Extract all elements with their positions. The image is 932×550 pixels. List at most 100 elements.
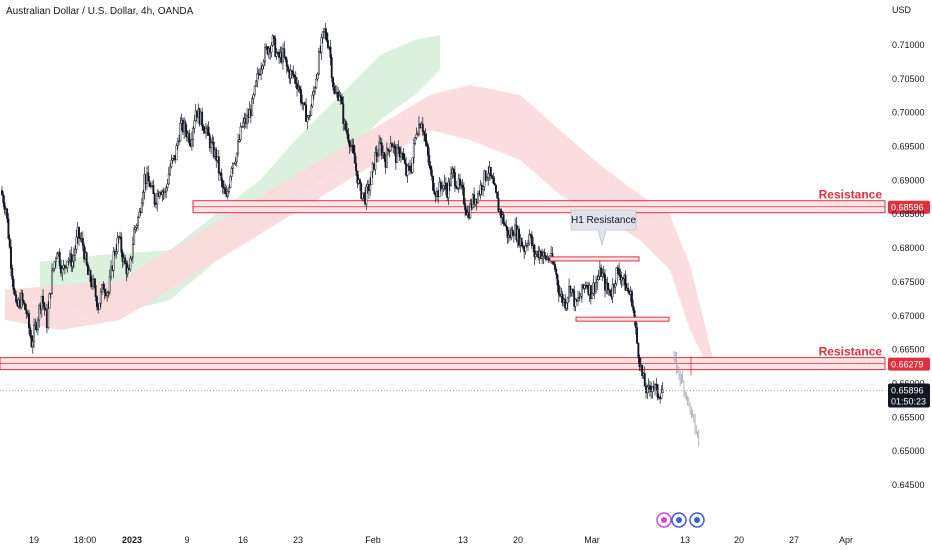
candle-body [325,31,328,41]
candle-body [426,144,429,156]
candle-body [116,237,119,252]
candle-body [506,226,509,238]
candle-body [456,187,459,189]
candle-body [396,147,399,163]
candle-body [332,77,334,87]
candle-body [126,267,129,274]
candle-body [167,173,170,185]
candle-body [121,251,124,262]
candle-body [275,52,278,57]
candle-body [107,291,110,294]
candle-body [571,288,574,292]
candle-body [493,182,496,186]
candle-body [166,183,169,188]
candle-body [660,392,663,399]
candle-body [320,37,323,53]
candle-body [137,217,139,226]
candle-body [38,305,41,321]
candle-body [8,238,11,248]
candle-body [74,249,77,256]
candle-body [312,91,315,96]
time-axis[interactable]: 19 18:00 2023 9 16 23 Feb 13 20 Mar 13 20 27 Apr [29,535,853,545]
candle-body [66,260,69,269]
candle-body [641,364,644,376]
candle-body [228,187,231,193]
y-tick-label: 0.70500 [892,74,925,84]
price-axis[interactable]: 0.71000 0.70500 0.70000 0.69500 0.69000 0.685… [892,40,925,490]
candle-body [611,284,614,298]
candle-body [602,272,605,275]
candle-body [618,268,621,276]
candle-body [306,117,309,122]
candle-body [161,191,164,195]
candle-body [233,162,236,165]
candle-body [24,303,27,311]
candle-body [574,299,577,307]
candle-body [497,197,500,212]
candle-body [400,153,402,158]
candle-body [586,285,588,288]
y-tick-label: 0.65000 [892,446,925,456]
candle-body [453,172,456,187]
cloud-bearish [5,85,712,370]
candle-body [393,145,396,149]
candle-body [135,225,138,228]
candle-body [52,268,55,271]
candle-body [212,141,215,157]
candle-body [342,103,345,124]
candle-body [260,68,263,75]
candle-body [477,193,479,203]
candle-body [85,252,88,266]
candle-body [534,253,537,258]
candle-body [486,177,488,181]
event-flag-icon-dot [676,517,682,523]
resistance-price-tag-text-2: 0.66279 [891,360,924,370]
candle-body [503,223,506,226]
candle-body [411,157,414,173]
candle-body [365,186,368,205]
candle-body [637,342,640,358]
candle-body [423,131,426,135]
candle-body [414,137,417,144]
x-tick-label: 2023 [122,535,142,545]
candle-body [234,161,237,164]
candle-body [292,71,295,76]
candle-body [339,95,342,98]
candle-body [235,152,238,163]
candle-body [329,46,332,58]
candle-body [224,188,227,194]
candle-body [418,123,420,135]
candle-body [632,305,635,311]
event-lightning-icon-dot [661,517,667,523]
candle-body [71,261,74,267]
last-price-countdown: 01:50:23 [891,397,926,407]
candle-body [83,245,86,260]
x-tick-label: 27 [789,535,799,545]
currency-label: USD [892,5,912,15]
candle-body [492,177,495,184]
cloud-bullish [40,35,440,318]
candle-body [552,261,555,265]
y-tick-label: 0.70000 [892,108,925,118]
candle-body [148,180,151,187]
candle-body [89,270,92,283]
candle-body [347,133,350,142]
candle-body [556,274,559,286]
candle-body [376,154,379,157]
y-tick-label: 0.71000 [892,40,925,50]
candle-body [311,94,314,107]
candle-body [138,211,141,218]
candle-body [21,292,24,301]
candle-body [238,139,241,142]
candle-body [48,293,51,309]
candle-body [442,185,445,189]
candle-body [63,264,66,268]
candle-body [353,152,356,164]
candle-body [106,292,109,296]
candle-body [346,129,349,135]
candle-body [433,189,436,195]
candle-body [262,61,265,67]
candle-body [289,70,292,79]
x-tick-label: Apr [839,535,853,545]
